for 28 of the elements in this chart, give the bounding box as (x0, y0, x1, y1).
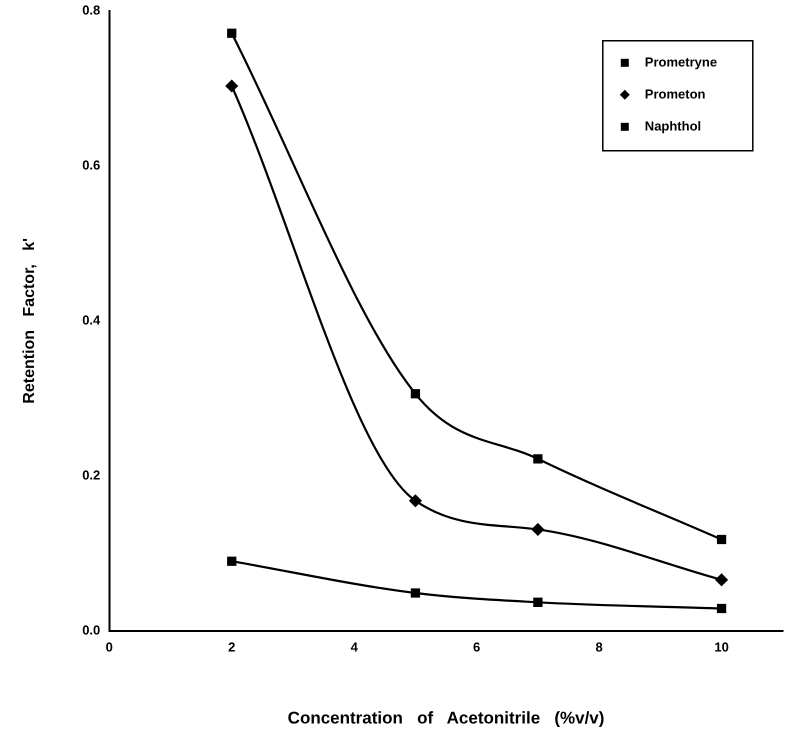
point (227, 556, 236, 566)
point (410, 389, 420, 398)
y-tick-label: 0.2 (82, 468, 100, 483)
point (532, 523, 544, 536)
x-tick-label: 6 (473, 639, 480, 654)
y-tick-label: 0.8 (82, 2, 100, 18)
x-axis-title: Concentration of Acetonitrile (%v/v) (288, 708, 604, 728)
point (533, 454, 543, 464)
x-tick-label: 2 (228, 639, 236, 654)
legend-label: Prometon (644, 86, 706, 102)
point (410, 588, 420, 598)
y-tick-label: 0.0 (82, 622, 100, 638)
point (715, 574, 728, 586)
point (716, 604, 726, 614)
point (226, 80, 238, 92)
point (716, 534, 726, 544)
x-tick-label: 8 (595, 639, 603, 654)
legend-label: Naphthol (644, 118, 702, 134)
y-tick-label: 0.4 (82, 312, 102, 328)
point (533, 598, 543, 607)
y-axis-title: Retention Factor, k' (21, 238, 38, 404)
point (227, 28, 236, 38)
legend-label: Prometryne (644, 54, 718, 70)
point (409, 494, 422, 507)
x-tick-label: 4 (350, 639, 359, 654)
x-tick-label: 0 (106, 639, 113, 654)
x-tick-label: 10 (714, 639, 729, 654)
y-tick-label: 0.6 (82, 157, 100, 172)
